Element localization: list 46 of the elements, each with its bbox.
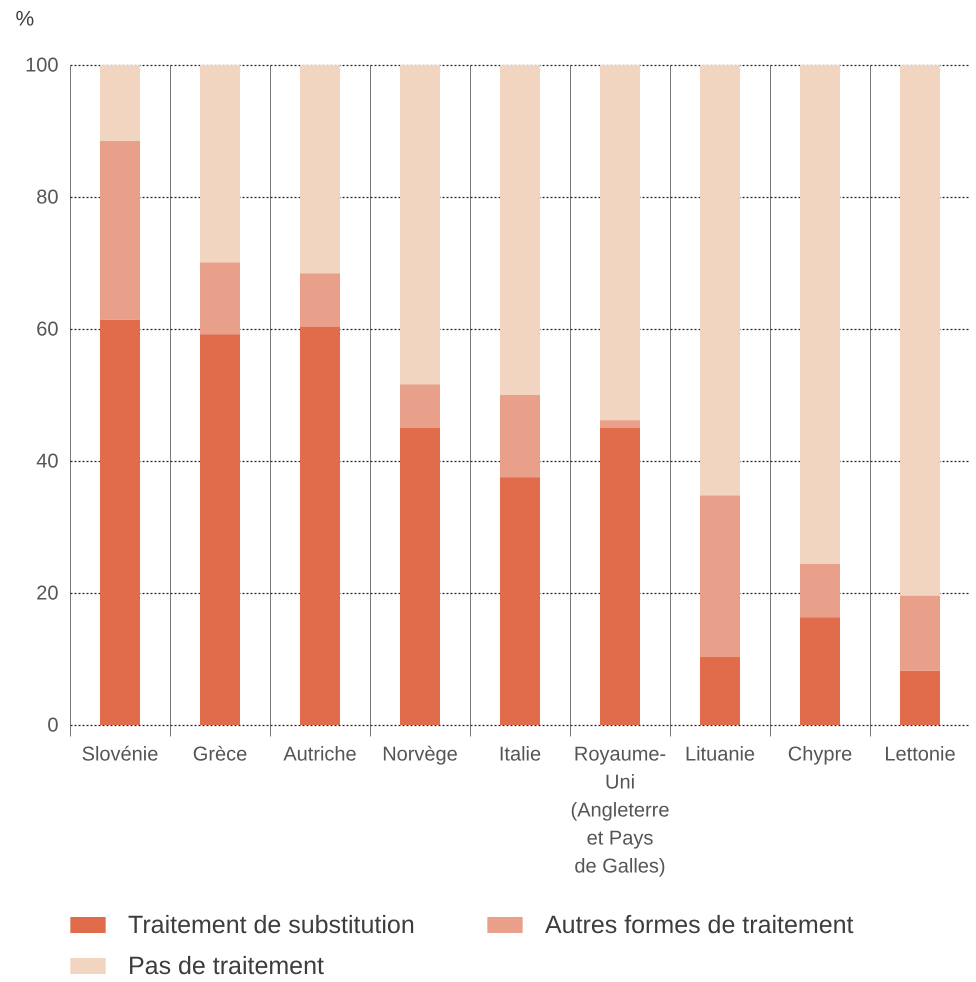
bar (100, 320, 140, 725)
bar (200, 262, 240, 334)
x-tick-label: Autriche (283, 744, 357, 766)
bar (800, 617, 840, 725)
bar (500, 478, 540, 725)
x-tick-label: Norvège (382, 744, 458, 766)
legend-label: Traitement de substitution (128, 911, 415, 939)
bar (900, 65, 940, 596)
bar (700, 65, 740, 496)
x-tick-label: Lettonie (884, 744, 956, 766)
bar (800, 564, 840, 618)
x-tick-label: Slovénie (82, 744, 158, 766)
bar (300, 274, 340, 328)
bar (200, 334, 240, 725)
y-tick-label: 20 (36, 582, 58, 604)
y-tick-label: 100 (25, 54, 58, 76)
x-tick-label: Italie (498, 744, 542, 766)
bar (200, 65, 240, 262)
bar (600, 428, 640, 725)
x-tick-label: Lituanie (684, 744, 756, 766)
bar (900, 670, 940, 725)
bar (100, 65, 140, 141)
bar (500, 395, 540, 478)
y-tick-label: 60 (36, 318, 58, 340)
bar (500, 65, 540, 395)
x-tick-label: Royaume-Uni (Angleterre et Pays de Galles) (570, 744, 670, 878)
y-axis-title: % (16, 8, 34, 30)
bar (800, 65, 840, 564)
bar (600, 420, 640, 428)
bar (900, 596, 940, 671)
bar (700, 657, 740, 725)
x-tick-label: Chypre (788, 744, 852, 766)
y-tick-label: 0 (47, 714, 58, 736)
bar (400, 65, 440, 384)
bar (400, 428, 440, 725)
x-tick-label: Grèce (192, 744, 248, 766)
y-tick-label: 40 (36, 450, 58, 472)
bar (100, 140, 140, 320)
legend-label: Autres formes de traitement (545, 911, 854, 939)
bar (300, 327, 340, 725)
bar (400, 384, 440, 428)
bar (700, 495, 740, 658)
bar (600, 65, 640, 420)
legend-label: Pas de traitement (128, 952, 324, 980)
y-tick-label: 80 (36, 186, 58, 208)
bar (300, 65, 340, 274)
